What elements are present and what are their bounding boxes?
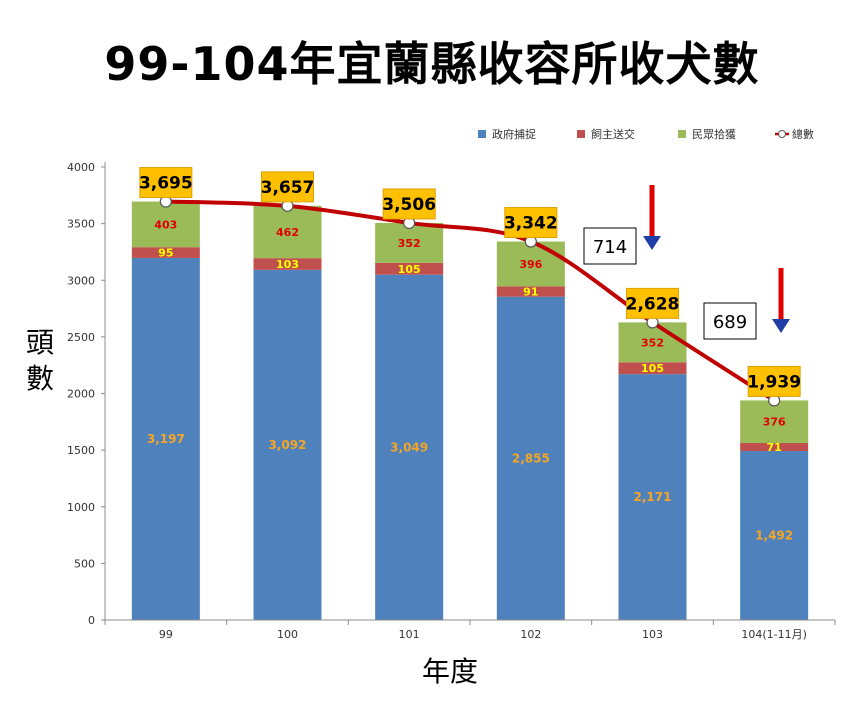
bar-segment-owner-surrender bbox=[131, 247, 200, 258]
bar-segment-owner-surrender bbox=[375, 262, 444, 275]
annotation-arrow-head bbox=[643, 236, 661, 250]
segment-label: 1,492 bbox=[755, 529, 793, 543]
annotation-box bbox=[703, 302, 757, 340]
y-tick-label: 2000 bbox=[67, 388, 95, 401]
total-callout bbox=[382, 188, 436, 220]
total-label: 3,657 bbox=[261, 178, 315, 198]
total-label: 1,939 bbox=[747, 372, 801, 392]
legend-swatch bbox=[678, 130, 686, 138]
y-tick-label: 2500 bbox=[67, 331, 95, 344]
y-tick-label: 500 bbox=[74, 557, 95, 570]
x-tick-label: 99 bbox=[159, 628, 173, 641]
total-label: 3,506 bbox=[382, 195, 436, 215]
annotations-layer: 714 689 bbox=[583, 185, 790, 340]
bar-segment-owner-surrender bbox=[496, 286, 565, 297]
legend-swatch bbox=[478, 130, 486, 138]
bar-segment-gov-capture bbox=[740, 451, 809, 620]
segment-label: 352 bbox=[641, 336, 664, 349]
chart-title: 99-104年宜蘭縣收容所收犬數 bbox=[104, 37, 760, 91]
legend-swatch-marker bbox=[778, 130, 786, 138]
segment-label: 396 bbox=[519, 258, 542, 271]
bar-segment-public-found bbox=[253, 205, 322, 259]
bar-segment-public-found bbox=[740, 400, 809, 443]
segment-label: 91 bbox=[523, 286, 538, 299]
segment-label: 352 bbox=[398, 237, 421, 250]
total-label: 3,342 bbox=[504, 214, 558, 234]
annotation-label: 689 bbox=[713, 312, 747, 333]
annotation-label: 714 bbox=[593, 237, 627, 258]
bars-layer: 3,197 95 403 3,092 103 462 3,049 105 352 2,855 91 3… bbox=[131, 201, 809, 620]
segment-label: 71 bbox=[767, 441, 782, 454]
segment-label: 376 bbox=[763, 416, 786, 429]
bar-segment-public-found bbox=[131, 201, 200, 248]
bar-segment-public-found bbox=[618, 322, 687, 363]
y-tick-label: 3500 bbox=[67, 218, 95, 231]
total-line bbox=[165, 199, 776, 403]
bar-segment-gov-capture bbox=[618, 374, 687, 620]
y-tick-label: 0 bbox=[88, 614, 95, 627]
y-tick-label: 1500 bbox=[67, 444, 95, 457]
total-line-layer: 3,695 3,657 3,506 3,342 2,628 1,939 bbox=[139, 167, 801, 407]
bar-segment-gov-capture bbox=[253, 269, 322, 620]
axes-layer: 0 500 1000 1500 2000 2500 3000 3500 4000 99 100 101… bbox=[67, 161, 836, 641]
bar-segment-public-found bbox=[375, 222, 444, 263]
segment-label: 105 bbox=[641, 362, 664, 375]
y-tick-label: 3000 bbox=[67, 274, 95, 287]
bar-segment-gov-capture bbox=[496, 296, 565, 620]
annotation-arrow-shaft bbox=[778, 268, 784, 321]
total-callout bbox=[626, 287, 679, 319]
total-callout bbox=[747, 365, 801, 397]
segment-label: 3,092 bbox=[269, 438, 307, 452]
y-axis-label: 頭數 bbox=[25, 326, 54, 395]
x-tick-label: 102 bbox=[520, 628, 541, 641]
bar-segment-owner-surrender bbox=[740, 442, 809, 452]
segment-label: 2,171 bbox=[634, 490, 672, 504]
total-callout bbox=[504, 207, 558, 239]
bar-segment-public-found bbox=[496, 241, 565, 287]
y-tick-label: 4000 bbox=[67, 161, 95, 174]
segment-label: 95 bbox=[158, 247, 173, 260]
bar-segment-gov-capture bbox=[131, 257, 200, 620]
segment-label: 3,197 bbox=[147, 432, 185, 446]
segment-label: 3,049 bbox=[390, 440, 428, 454]
x-tick-label: 104(1-11月) bbox=[741, 628, 807, 641]
x-tick-label: 100 bbox=[277, 628, 298, 641]
annotation-arrow-shaft bbox=[649, 185, 655, 238]
annotation-box bbox=[583, 227, 637, 265]
total-callout bbox=[261, 171, 314, 203]
segment-label: 103 bbox=[276, 258, 299, 271]
annotation-arrow-head bbox=[772, 319, 790, 333]
segment-label: 105 bbox=[398, 263, 421, 276]
bar-segment-gov-capture bbox=[375, 274, 444, 620]
segment-label: 462 bbox=[276, 226, 299, 239]
total-label: 3,695 bbox=[139, 174, 193, 194]
bar-segment-owner-surrender bbox=[618, 362, 687, 375]
legend: 政府捕捉 飼主送交 民眾拾獲 總數 bbox=[478, 127, 814, 141]
legend-label: 政府捕捉 bbox=[492, 127, 536, 141]
segment-label: 403 bbox=[154, 218, 177, 231]
bar-segment-owner-surrender bbox=[253, 258, 322, 270]
legend-swatch bbox=[577, 130, 585, 138]
segment-label: 2,855 bbox=[512, 451, 550, 465]
legend-label: 飼主送交 bbox=[591, 127, 635, 141]
y-tick-label: 1000 bbox=[67, 501, 95, 514]
total-label: 2,628 bbox=[626, 294, 680, 314]
x-tick-label: 103 bbox=[642, 628, 663, 641]
x-axis-label: 年度 bbox=[421, 655, 478, 688]
x-tick-label: 101 bbox=[399, 628, 420, 641]
total-callout bbox=[139, 167, 193, 199]
legend-label: 總數 bbox=[792, 127, 814, 141]
legend-label: 民眾拾獲 bbox=[692, 127, 736, 141]
